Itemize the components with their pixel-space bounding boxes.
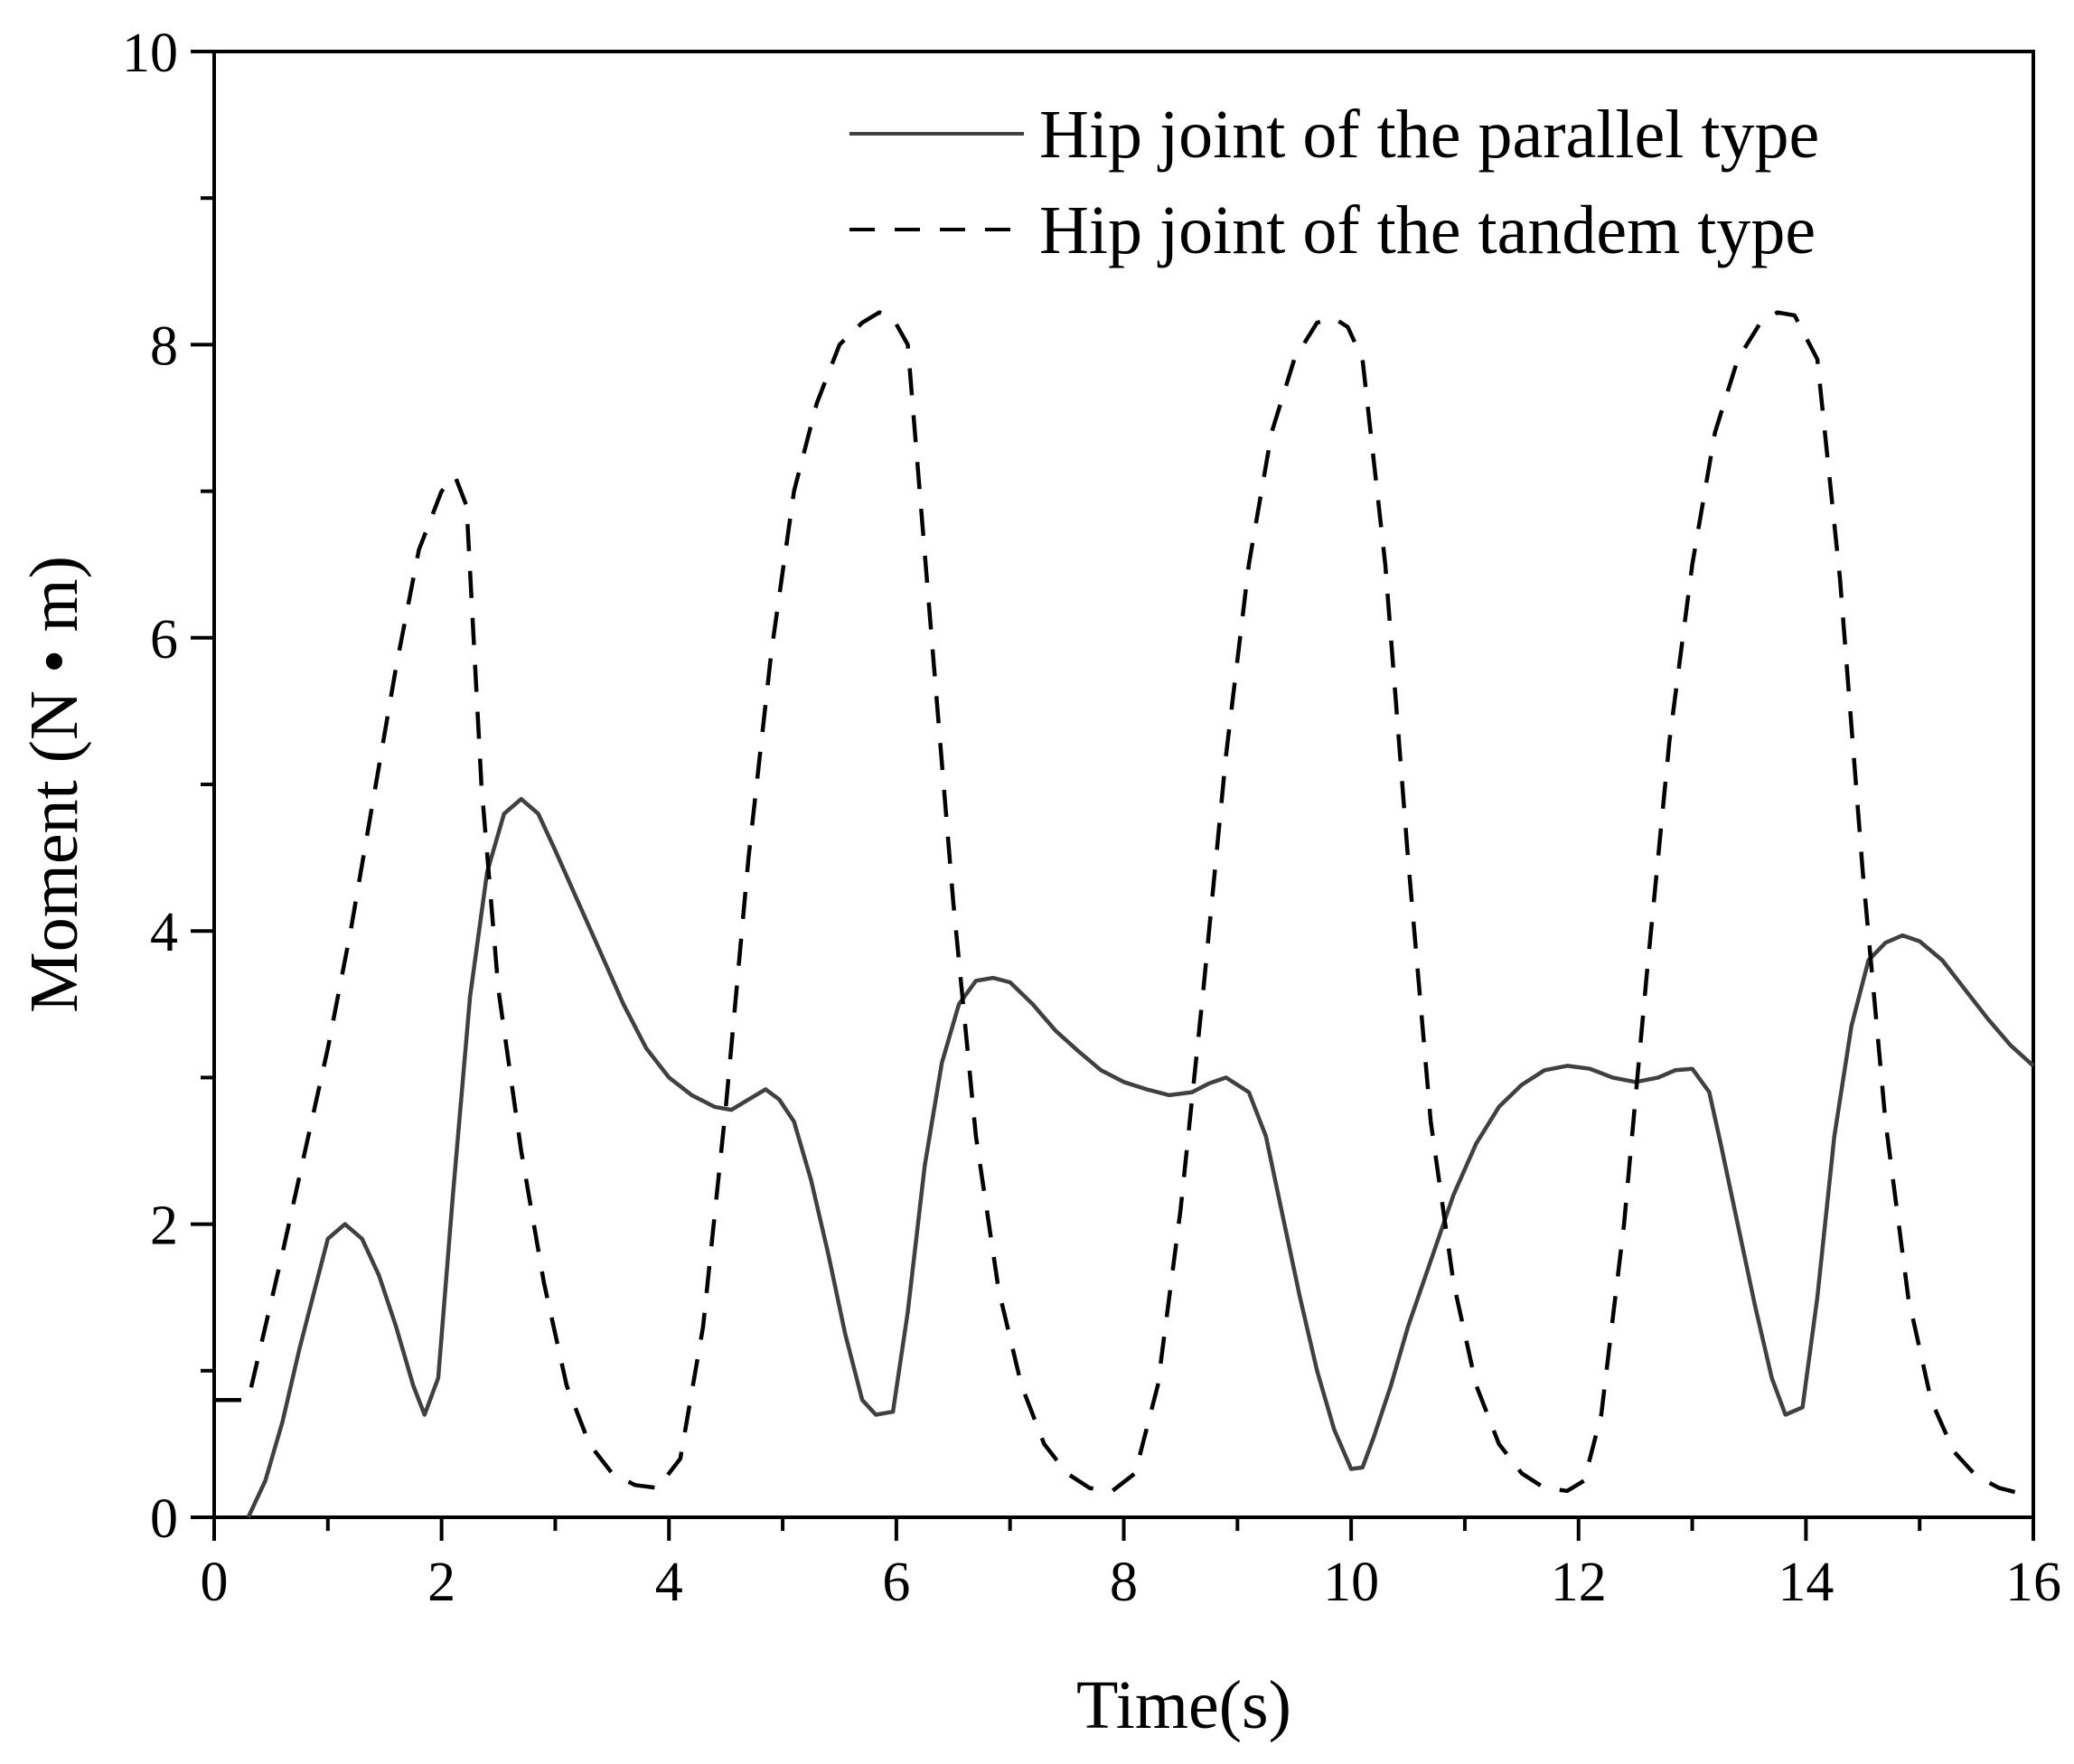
x-tick-label: 0	[201, 1552, 229, 1613]
tick-marks	[191, 50, 2035, 1541]
series-line-parallel	[246, 796, 2035, 1518]
y-tick-label: 10	[122, 23, 178, 84]
plot-border	[212, 50, 2035, 1519]
y-axis-title: Moment (N • m)	[16, 556, 92, 1013]
x-tick-label: 4	[655, 1552, 683, 1613]
x-tick-label: 12	[1551, 1552, 1607, 1613]
y-tick-label: 0	[150, 1488, 178, 1550]
plot-frame	[212, 50, 2035, 1519]
x-tick-label: 10	[1323, 1552, 1379, 1613]
y-tick-label: 4	[150, 902, 178, 963]
tick-labels: 0 2 4 6 8 10 12 14 16 0 2 4 6 8 10	[122, 23, 2061, 1613]
series-layer	[214, 310, 2035, 1518]
x-tick-label: 16	[2005, 1552, 2061, 1613]
x-tick-label: 14	[1778, 1552, 1834, 1613]
y-tick-label: 2	[150, 1196, 178, 1257]
y-tick-label: 8	[150, 315, 178, 377]
legend-label-tandem: Hip joint of the tandem type	[1039, 192, 1816, 268]
legend-label-parallel: Hip joint of the parallel type	[1039, 97, 1819, 173]
series-line-tandem	[214, 310, 2033, 1495]
x-tick-label: 2	[427, 1552, 455, 1613]
x-tick-label: 8	[1110, 1552, 1138, 1613]
y-tick-label: 6	[150, 609, 178, 671]
x-tick-label: 6	[882, 1552, 910, 1613]
legend: Hip joint of the parallel type Hip joint…	[849, 97, 1819, 268]
x-axis-title: Time(s)	[1076, 1667, 1291, 1743]
